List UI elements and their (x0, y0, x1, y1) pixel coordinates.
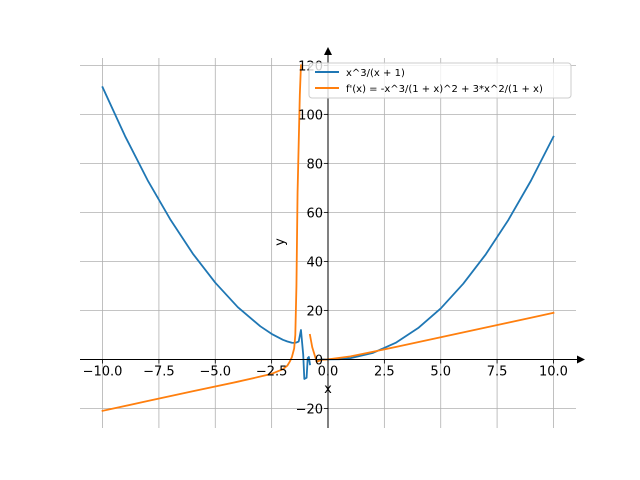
x-tick-label: −7.5 (143, 365, 175, 380)
x-tick-label: −5.0 (199, 365, 231, 380)
legend-label-series-1: x^3/(x + 1) (346, 68, 405, 79)
series-2-line-segment-2 (308, 311, 555, 363)
y-tick-label: 0 (315, 353, 323, 368)
x-axis-arrow (577, 355, 585, 364)
x-axis-label: x (324, 382, 332, 397)
y-tick-label: 20 (306, 304, 323, 319)
y-tick-label: 60 (306, 206, 323, 221)
legend: x^3/(x + 1) f'(x) = -x^3/(1 + x)^2 + 3*x… (308, 62, 572, 99)
y-axis-arrow (324, 47, 332, 55)
series-1-line-segment-1 (101, 85, 311, 380)
x-tick-label: 10.0 (539, 365, 568, 380)
legend-box (308, 62, 572, 99)
y-tick-label: 40 (306, 255, 323, 270)
legend-label-series-2: f'(x) = -x^3/(1 + x)^2 + 3*x^2/(1 + x) (346, 84, 543, 95)
x-tick-label: −10.0 (83, 365, 123, 380)
x-tick-label: 5.0 (430, 365, 451, 380)
x-tick-label: 0.0 (318, 365, 339, 380)
x-tick-label: 2.5 (374, 365, 395, 380)
y-axis-label: y (273, 238, 288, 246)
y-tick-label: 80 (306, 157, 323, 172)
ticks: −10.0 −7.5 −5.0 −2.5 0.0 2.5 5.0 7.5 10.0 −20 0 20 4… (83, 59, 568, 417)
y-tick-label: 100 (298, 108, 323, 123)
x-tick-label: 7.5 (487, 365, 508, 380)
series-2-line-segment-1 (101, 64, 302, 412)
x-tick-label: −2.5 (256, 365, 288, 380)
y-tick-label: −20 (296, 402, 323, 417)
